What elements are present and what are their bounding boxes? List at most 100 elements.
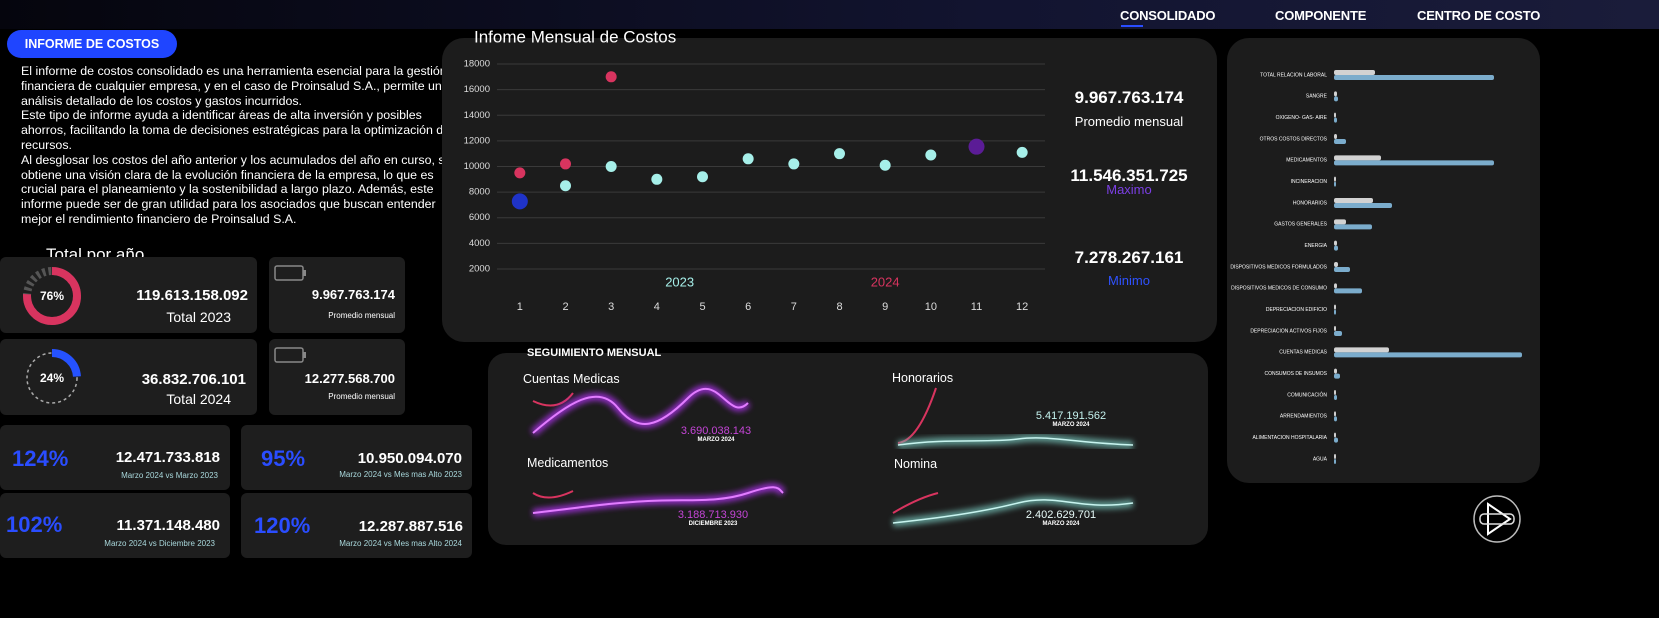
bar — [1334, 262, 1338, 267]
average-label: Promedio mensual — [328, 311, 395, 320]
x-tick-label: 3 — [608, 301, 614, 313]
stat-value: 7.278.267.161 — [1074, 248, 1184, 267]
scatter-chart: Infome Mensual de Costos 2000 4000 6000 800… — [464, 27, 1045, 313]
x-tick-label: 4 — [654, 301, 660, 313]
sparklines — [530, 384, 1134, 527]
data-point — [834, 148, 845, 160]
stat-value: 11.546.351.725 — [1070, 166, 1188, 185]
bar — [1334, 155, 1381, 161]
bar — [1334, 112, 1336, 118]
panel-period: MARZO 2024 — [1052, 422, 1090, 428]
bar — [1334, 395, 1337, 400]
y-tick-label: 16000 — [464, 84, 490, 95]
bar — [1334, 134, 1337, 139]
kpi-value: 12.287.887.516 — [358, 518, 463, 535]
panel-title: Cuentas Medicas — [523, 372, 620, 386]
paragraph: El informe de costos consolidado es una … — [21, 64, 447, 108]
data-point — [968, 138, 985, 155]
x-tick-label: 12 — [1016, 301, 1028, 313]
nav-link[interactable]: CENTRO DE COSTO — [1417, 8, 1541, 23]
bar — [1334, 176, 1336, 182]
category-label: CUENTAS MEDICAS — [1279, 350, 1327, 356]
nav-link[interactable]: COMPONENTE — [1275, 8, 1367, 23]
y-tick-label: 2000 — [469, 263, 490, 274]
bar — [1334, 373, 1340, 379]
bar — [1334, 245, 1338, 251]
top-nav: CONSOLIDADO COMPONENTE CENTRO DE COSTO — [0, 0, 1659, 29]
bar — [1334, 160, 1494, 166]
total-value: 36.832.706.101 — [141, 371, 246, 388]
category-label: ARRENDAMIENTOS — [1280, 414, 1328, 420]
panel-value: 5.417.191.562 — [1035, 410, 1107, 422]
battery-icon — [274, 265, 306, 281]
bar — [1334, 70, 1375, 75]
x-tick-label: 11 — [971, 301, 982, 313]
sparkline — [532, 483, 786, 517]
panel-period: DICIEMBRE 2023 — [688, 521, 738, 527]
battery-icon — [274, 347, 306, 363]
section-title: SEGUIMIENTO MENSUAL — [527, 347, 662, 359]
x-tick-label: 10 — [925, 301, 937, 313]
category-label: AGUA — [1313, 456, 1328, 462]
bar — [1334, 326, 1336, 331]
bar — [1334, 352, 1522, 358]
y-tick-label: 18000 — [464, 59, 490, 70]
kpi-caption: Marzo 2024 vs Mes mas Alto 2023 — [339, 470, 462, 479]
bar — [1334, 91, 1337, 97]
bar — [1334, 96, 1338, 102]
bar — [1334, 454, 1336, 459]
data-point — [605, 160, 617, 172]
donut-label: 76% — [40, 289, 64, 303]
legend-label: 2023 — [665, 274, 694, 289]
stat-label: Minimo — [1108, 273, 1150, 288]
category-label: TOTAL RELACION LABORAL — [1260, 72, 1327, 78]
kpi-value: 11.371.148.480 — [116, 517, 220, 534]
y-tick-label: 12000 — [464, 135, 490, 146]
category-label: SANGRE — [1306, 94, 1328, 100]
legend-label: 2024 — [871, 274, 900, 289]
report-button[interactable]: INFORME DE COSTOS — [7, 30, 177, 58]
bar — [1334, 139, 1346, 144]
y-tick-label: 6000 — [469, 212, 490, 223]
category-label: ENERGIA — [1304, 243, 1327, 249]
bar — [1334, 198, 1373, 203]
bar — [1334, 459, 1336, 464]
bar — [1334, 304, 1336, 310]
sparkline — [897, 387, 1134, 449]
category-label: COMUNICACIÓN — [1287, 391, 1327, 398]
total-label: Total 2023 — [166, 309, 231, 325]
bar — [1334, 283, 1337, 289]
category-label: HONORARIOS — [1293, 200, 1328, 206]
bar — [1334, 181, 1336, 187]
bar-panel — [1227, 38, 1540, 483]
bar — [1334, 331, 1342, 336]
bar — [1334, 117, 1337, 123]
chart-panel — [442, 38, 1217, 342]
stat-label: Maximo — [1106, 182, 1152, 197]
bar — [1334, 368, 1337, 374]
total-value: 119.613.158.092 — [136, 287, 248, 304]
kpi-percent: 95% — [261, 446, 306, 471]
bar — [1334, 219, 1346, 225]
bar — [1334, 390, 1336, 395]
panel-period: MARZO 2024 — [1042, 521, 1080, 527]
data-point — [511, 193, 528, 210]
kpi-caption: Marzo 2024 vs Marzo 2023 — [121, 471, 218, 480]
donut-arc — [23, 349, 81, 407]
bar — [1334, 416, 1337, 422]
tracking-panel — [488, 353, 1208, 545]
average-label: Promedio mensual — [328, 392, 395, 401]
kpi-card: 124% 12.471.733.818 Marzo 2024 vs Marzo … — [0, 425, 230, 490]
data-point — [651, 173, 663, 185]
average-card: 12.277.568.700 Promedio mensual — [269, 339, 405, 415]
bar — [1334, 240, 1337, 246]
data-point — [788, 158, 800, 170]
donut-track — [26, 352, 78, 404]
data-point — [925, 149, 937, 161]
nav-link[interactable]: CONSOLIDADO — [1120, 8, 1216, 23]
data-point — [560, 158, 571, 170]
nav-underline — [1121, 25, 1143, 27]
x-tick-label: 5 — [699, 301, 705, 313]
kpi-value: 10.950.094.070 — [357, 450, 462, 467]
logo[interactable] — [1470, 494, 1524, 544]
